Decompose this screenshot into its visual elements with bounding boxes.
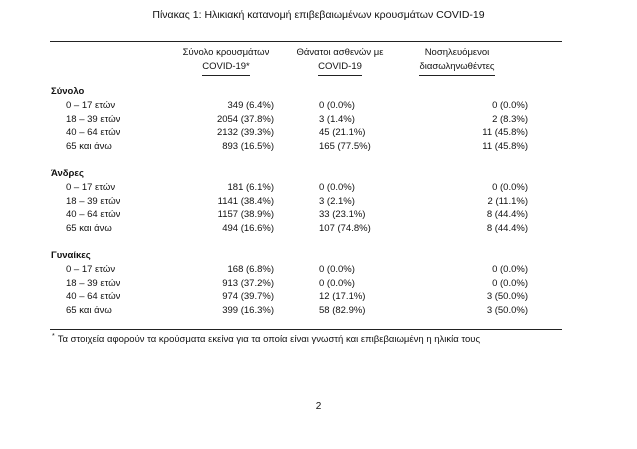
group-header-row: Γυναίκες xyxy=(0,250,637,263)
intubated-cell: 11 (45.8%) xyxy=(482,140,528,152)
table-row: 0 – 17 ετών 181 (6.1%) 0 (0.0%) 0 (0.0%) xyxy=(0,182,637,195)
group-label: Γυναίκες xyxy=(51,250,91,261)
deaths-cell: 0 (0.0%) xyxy=(319,264,355,275)
cases-cell: 399 (16.3%) xyxy=(222,304,274,316)
cases-cell: 2054 (37.8%) xyxy=(216,113,274,125)
cases-cell: 1157 (38.9%) xyxy=(217,209,274,220)
age-cell: 40 – 64 ετών xyxy=(66,127,121,138)
column-header-deaths-line2: COVID-19 xyxy=(318,60,362,76)
table-row: 65 και άνω 494 (16.6%) 107 (74.8%) 8 (44.4%… xyxy=(0,223,637,236)
cases-cell: 1141 (38.4%) xyxy=(217,195,274,207)
deaths-cell: 3 (2.1%) xyxy=(319,195,355,207)
intubated-cell: 8 (44.4%) xyxy=(486,222,528,234)
table-top-rule xyxy=(50,41,562,42)
group-header-row: Σύνολο xyxy=(0,86,637,99)
intubated-cell: 11 (45.8%) xyxy=(482,127,528,138)
column-header-cases-line1: Σύνολο κρουσμάτων xyxy=(182,47,270,58)
age-cell: 0 – 17 ετών xyxy=(66,264,116,275)
table-row: 65 και άνω 399 (16.3%) 58 (82.9%) 3 (50.0%) xyxy=(0,305,637,318)
intubated-cell: 0 (0.0%) xyxy=(492,264,528,275)
cases-cell: 181 (6.1%) xyxy=(227,182,274,193)
deaths-cell: 33 (23.1%) xyxy=(319,209,366,220)
age-cell: 65 και άνω xyxy=(66,304,112,316)
intubated-cell: 2 (8.3%) xyxy=(492,113,528,125)
age-cell: 65 και άνω xyxy=(66,140,112,152)
cases-cell: 893 (16.5%) xyxy=(222,140,274,152)
footnote-text: Τα στοιχεία αφορούν τα κρούσματα εκείνα … xyxy=(57,334,481,346)
deaths-cell: 0 (0.0%) xyxy=(319,100,355,111)
table-row: 18 – 39 ετών 1141 (38.4%) 3 (2.1%) 2 (11.1%… xyxy=(0,196,637,209)
table-row: 40 – 64 ετών 1157 (38.9%) 33 (23.1%) 8 (44.… xyxy=(0,209,637,222)
page-number: 2 xyxy=(315,401,322,412)
column-header-intubated: Νοσηλευόμενοι διασωληνωθέντες xyxy=(392,46,522,76)
deaths-cell: 12 (17.1%) xyxy=(319,291,366,302)
table-row: 40 – 64 ετών 2132 (39.3%) 45 (21.1%) 11 (45… xyxy=(0,127,637,140)
column-header-intubated-line1: Νοσηλευόμενοι xyxy=(424,47,490,58)
age-cell: 0 – 17 ετών xyxy=(66,182,116,193)
cases-cell: 168 (6.8%) xyxy=(227,264,274,275)
deaths-cell: 58 (82.9%) xyxy=(319,304,366,316)
column-header-deaths: Θάνατοι ασθενών με COVID-19 xyxy=(280,46,400,76)
table-row: 18 – 39 ετών 913 (37.2%) 0 (0.0%) 0 (0.0%) xyxy=(0,278,637,291)
intubated-cell: 3 (50.0%) xyxy=(486,304,528,316)
group-label: Άνδρες xyxy=(51,168,84,179)
column-header-intubated-line2: διασωληνωθέντες xyxy=(419,60,495,76)
deaths-cell: 0 (0.0%) xyxy=(319,182,355,193)
deaths-cell: 45 (21.1%) xyxy=(319,127,366,138)
table-row: 65 και άνω 893 (16.5%) 165 (77.5%) 11 (45.8… xyxy=(0,141,637,154)
group-label: Σύνολο xyxy=(51,86,85,97)
column-header-cases: Σύνολο κρουσμάτων COVID-19* xyxy=(166,46,286,76)
deaths-cell: 0 (0.0%) xyxy=(319,277,355,289)
age-cell: 18 – 39 ετών xyxy=(66,277,121,289)
age-cell: 18 – 39 ετών xyxy=(66,113,121,125)
intubated-cell: 8 (44.4%) xyxy=(486,209,528,220)
cases-cell: 974 (39.7%) xyxy=(222,291,274,302)
age-cell: 40 – 64 ετών xyxy=(66,209,121,220)
intubated-cell: 0 (0.0%) xyxy=(492,182,528,193)
deaths-cell: 107 (74.8%) xyxy=(319,222,371,234)
intubated-cell: 3 (50.0%) xyxy=(486,291,528,302)
cases-cell: 494 (16.6%) xyxy=(222,222,274,234)
footnote-marker: * xyxy=(52,333,55,340)
table-row: 0 – 17 ετών 349 (6.4%) 0 (0.0%) 0 (0.0%) xyxy=(0,100,637,113)
column-header-cases-line2: COVID-19* xyxy=(202,60,250,76)
table-bottom-rule xyxy=(50,329,562,330)
table-row: 40 – 64 ετών 974 (39.7%) 12 (17.1%) 3 (50.0… xyxy=(0,291,637,304)
cases-cell: 2132 (39.3%) xyxy=(216,127,274,138)
intubated-cell: 0 (0.0%) xyxy=(492,100,528,111)
table-row: 18 – 39 ετών 2054 (37.8%) 3 (1.4%) 2 (8.3%) xyxy=(0,114,637,127)
cases-cell: 349 (6.4%) xyxy=(227,100,274,111)
deaths-cell: 165 (77.5%) xyxy=(319,140,371,152)
age-cell: 40 – 64 ετών xyxy=(66,291,121,302)
group-header-row: Άνδρες xyxy=(0,168,637,181)
cases-cell: 913 (37.2%) xyxy=(222,277,274,289)
age-cell: 0 – 17 ετών xyxy=(66,100,116,111)
intubated-cell: 0 (0.0%) xyxy=(492,277,528,289)
footnote: * Τα στοιχεία αφορούν τα κρούσματα εκείνα… xyxy=(52,333,480,345)
column-header-deaths-line1: Θάνατοι ασθενών με xyxy=(296,47,384,58)
table-row: 0 – 17 ετών 168 (6.8%) 0 (0.0%) 0 (0.0%) xyxy=(0,264,637,277)
deaths-cell: 3 (1.4%) xyxy=(319,113,355,125)
age-cell: 18 – 39 ετών xyxy=(66,195,121,207)
intubated-cell: 2 (11.1%) xyxy=(487,195,528,207)
age-cell: 65 και άνω xyxy=(66,222,112,234)
table-title: Πίνακας 1: Ηλικιακή κατανομή επιβεβαιωμέ… xyxy=(152,9,485,21)
